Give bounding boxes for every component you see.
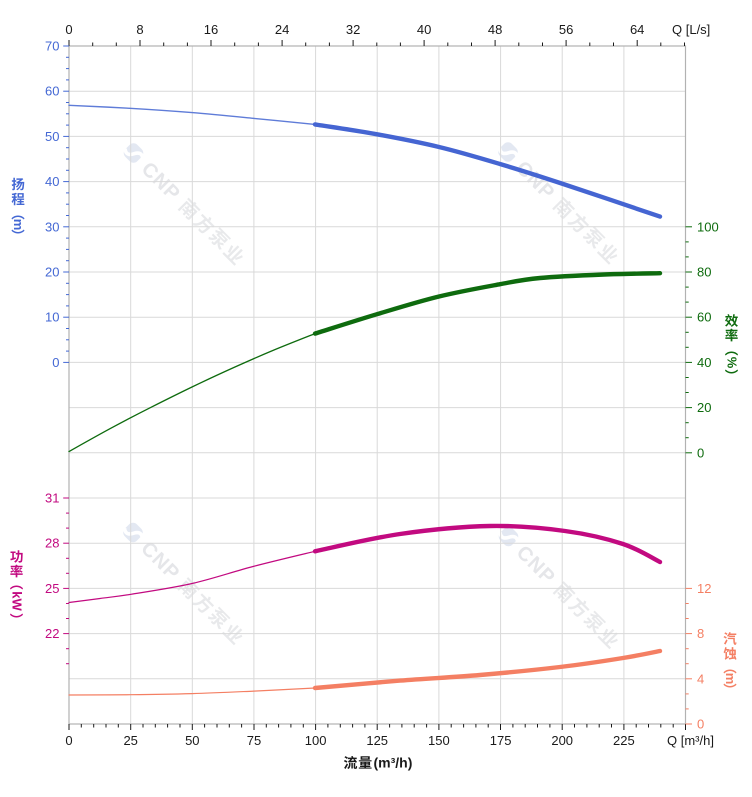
svg-text:8: 8 xyxy=(697,626,704,641)
svg-text:80: 80 xyxy=(697,265,711,280)
svg-text:175: 175 xyxy=(490,733,512,748)
svg-text:kW: kW xyxy=(10,591,25,611)
svg-text:100: 100 xyxy=(305,733,327,748)
svg-text:32: 32 xyxy=(346,22,360,37)
svg-text:125: 125 xyxy=(366,733,388,748)
svg-text:16: 16 xyxy=(204,22,218,37)
svg-text:12: 12 xyxy=(697,581,711,596)
svg-text:50: 50 xyxy=(45,129,59,144)
svg-text:10: 10 xyxy=(45,310,59,325)
svg-text:Q [m³/h]: Q [m³/h] xyxy=(667,733,714,748)
svg-text:%: % xyxy=(725,357,740,369)
svg-text:40: 40 xyxy=(45,174,59,189)
svg-text:150: 150 xyxy=(428,733,450,748)
svg-text:0: 0 xyxy=(697,717,704,732)
svg-text:60: 60 xyxy=(697,310,711,325)
svg-text:m: m xyxy=(11,219,26,231)
svg-text:0: 0 xyxy=(697,445,704,460)
svg-text:31: 31 xyxy=(45,491,59,506)
svg-text:48: 48 xyxy=(488,22,502,37)
svg-text:28: 28 xyxy=(45,536,59,551)
svg-text:Q [L/s]: Q [L/s] xyxy=(672,22,710,37)
svg-text:25: 25 xyxy=(123,733,137,748)
svg-text:56: 56 xyxy=(559,22,573,37)
svg-text:0: 0 xyxy=(65,733,72,748)
svg-text:20: 20 xyxy=(697,400,711,415)
svg-text:m: m xyxy=(723,673,738,685)
svg-text:40: 40 xyxy=(417,22,431,37)
svg-text:24: 24 xyxy=(275,22,289,37)
svg-text:64: 64 xyxy=(630,22,644,37)
svg-text:40: 40 xyxy=(697,355,711,370)
svg-text:75: 75 xyxy=(247,733,261,748)
svg-text:200: 200 xyxy=(551,733,573,748)
svg-text:8: 8 xyxy=(136,22,143,37)
svg-text:20: 20 xyxy=(45,265,59,280)
svg-text:225: 225 xyxy=(613,733,635,748)
svg-text:30: 30 xyxy=(45,219,59,234)
svg-text:4: 4 xyxy=(697,671,704,686)
svg-text:(m³/h): (m³/h) xyxy=(374,755,413,771)
svg-text:100: 100 xyxy=(697,219,719,234)
svg-text:22: 22 xyxy=(45,626,59,641)
svg-text:60: 60 xyxy=(45,84,59,99)
svg-text:0: 0 xyxy=(52,355,59,370)
svg-text:50: 50 xyxy=(185,733,199,748)
svg-text:25: 25 xyxy=(45,581,59,596)
svg-text:70: 70 xyxy=(45,39,59,54)
svg-text:0: 0 xyxy=(65,22,72,37)
